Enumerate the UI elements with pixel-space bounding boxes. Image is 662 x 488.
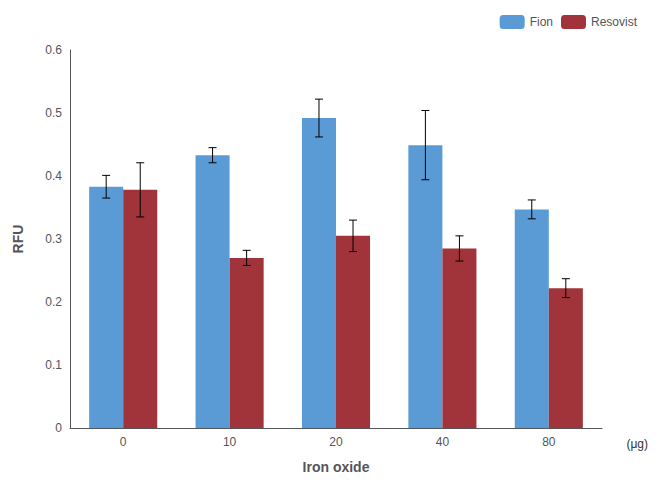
svg-text:0.1: 0.1 (45, 358, 62, 372)
svg-text:Fion: Fion (530, 15, 553, 29)
svg-text:40: 40 (436, 435, 450, 449)
svg-text:0.3: 0.3 (45, 232, 62, 246)
svg-text:80: 80 (542, 435, 556, 449)
svg-text:0.5: 0.5 (45, 106, 62, 120)
svg-text:0.4: 0.4 (45, 169, 62, 183)
svg-text:RFU: RFU (10, 225, 26, 254)
svg-text:0.6: 0.6 (45, 43, 62, 57)
svg-text:0: 0 (120, 435, 127, 449)
svg-text:Iron oxide: Iron oxide (303, 459, 370, 475)
svg-text:20: 20 (329, 435, 343, 449)
svg-text:(μg): (μg) (626, 437, 648, 451)
svg-text:0.2: 0.2 (45, 295, 62, 309)
svg-text:0: 0 (55, 421, 62, 435)
svg-text:Resovist: Resovist (591, 15, 638, 29)
svg-text:10: 10 (223, 435, 237, 449)
